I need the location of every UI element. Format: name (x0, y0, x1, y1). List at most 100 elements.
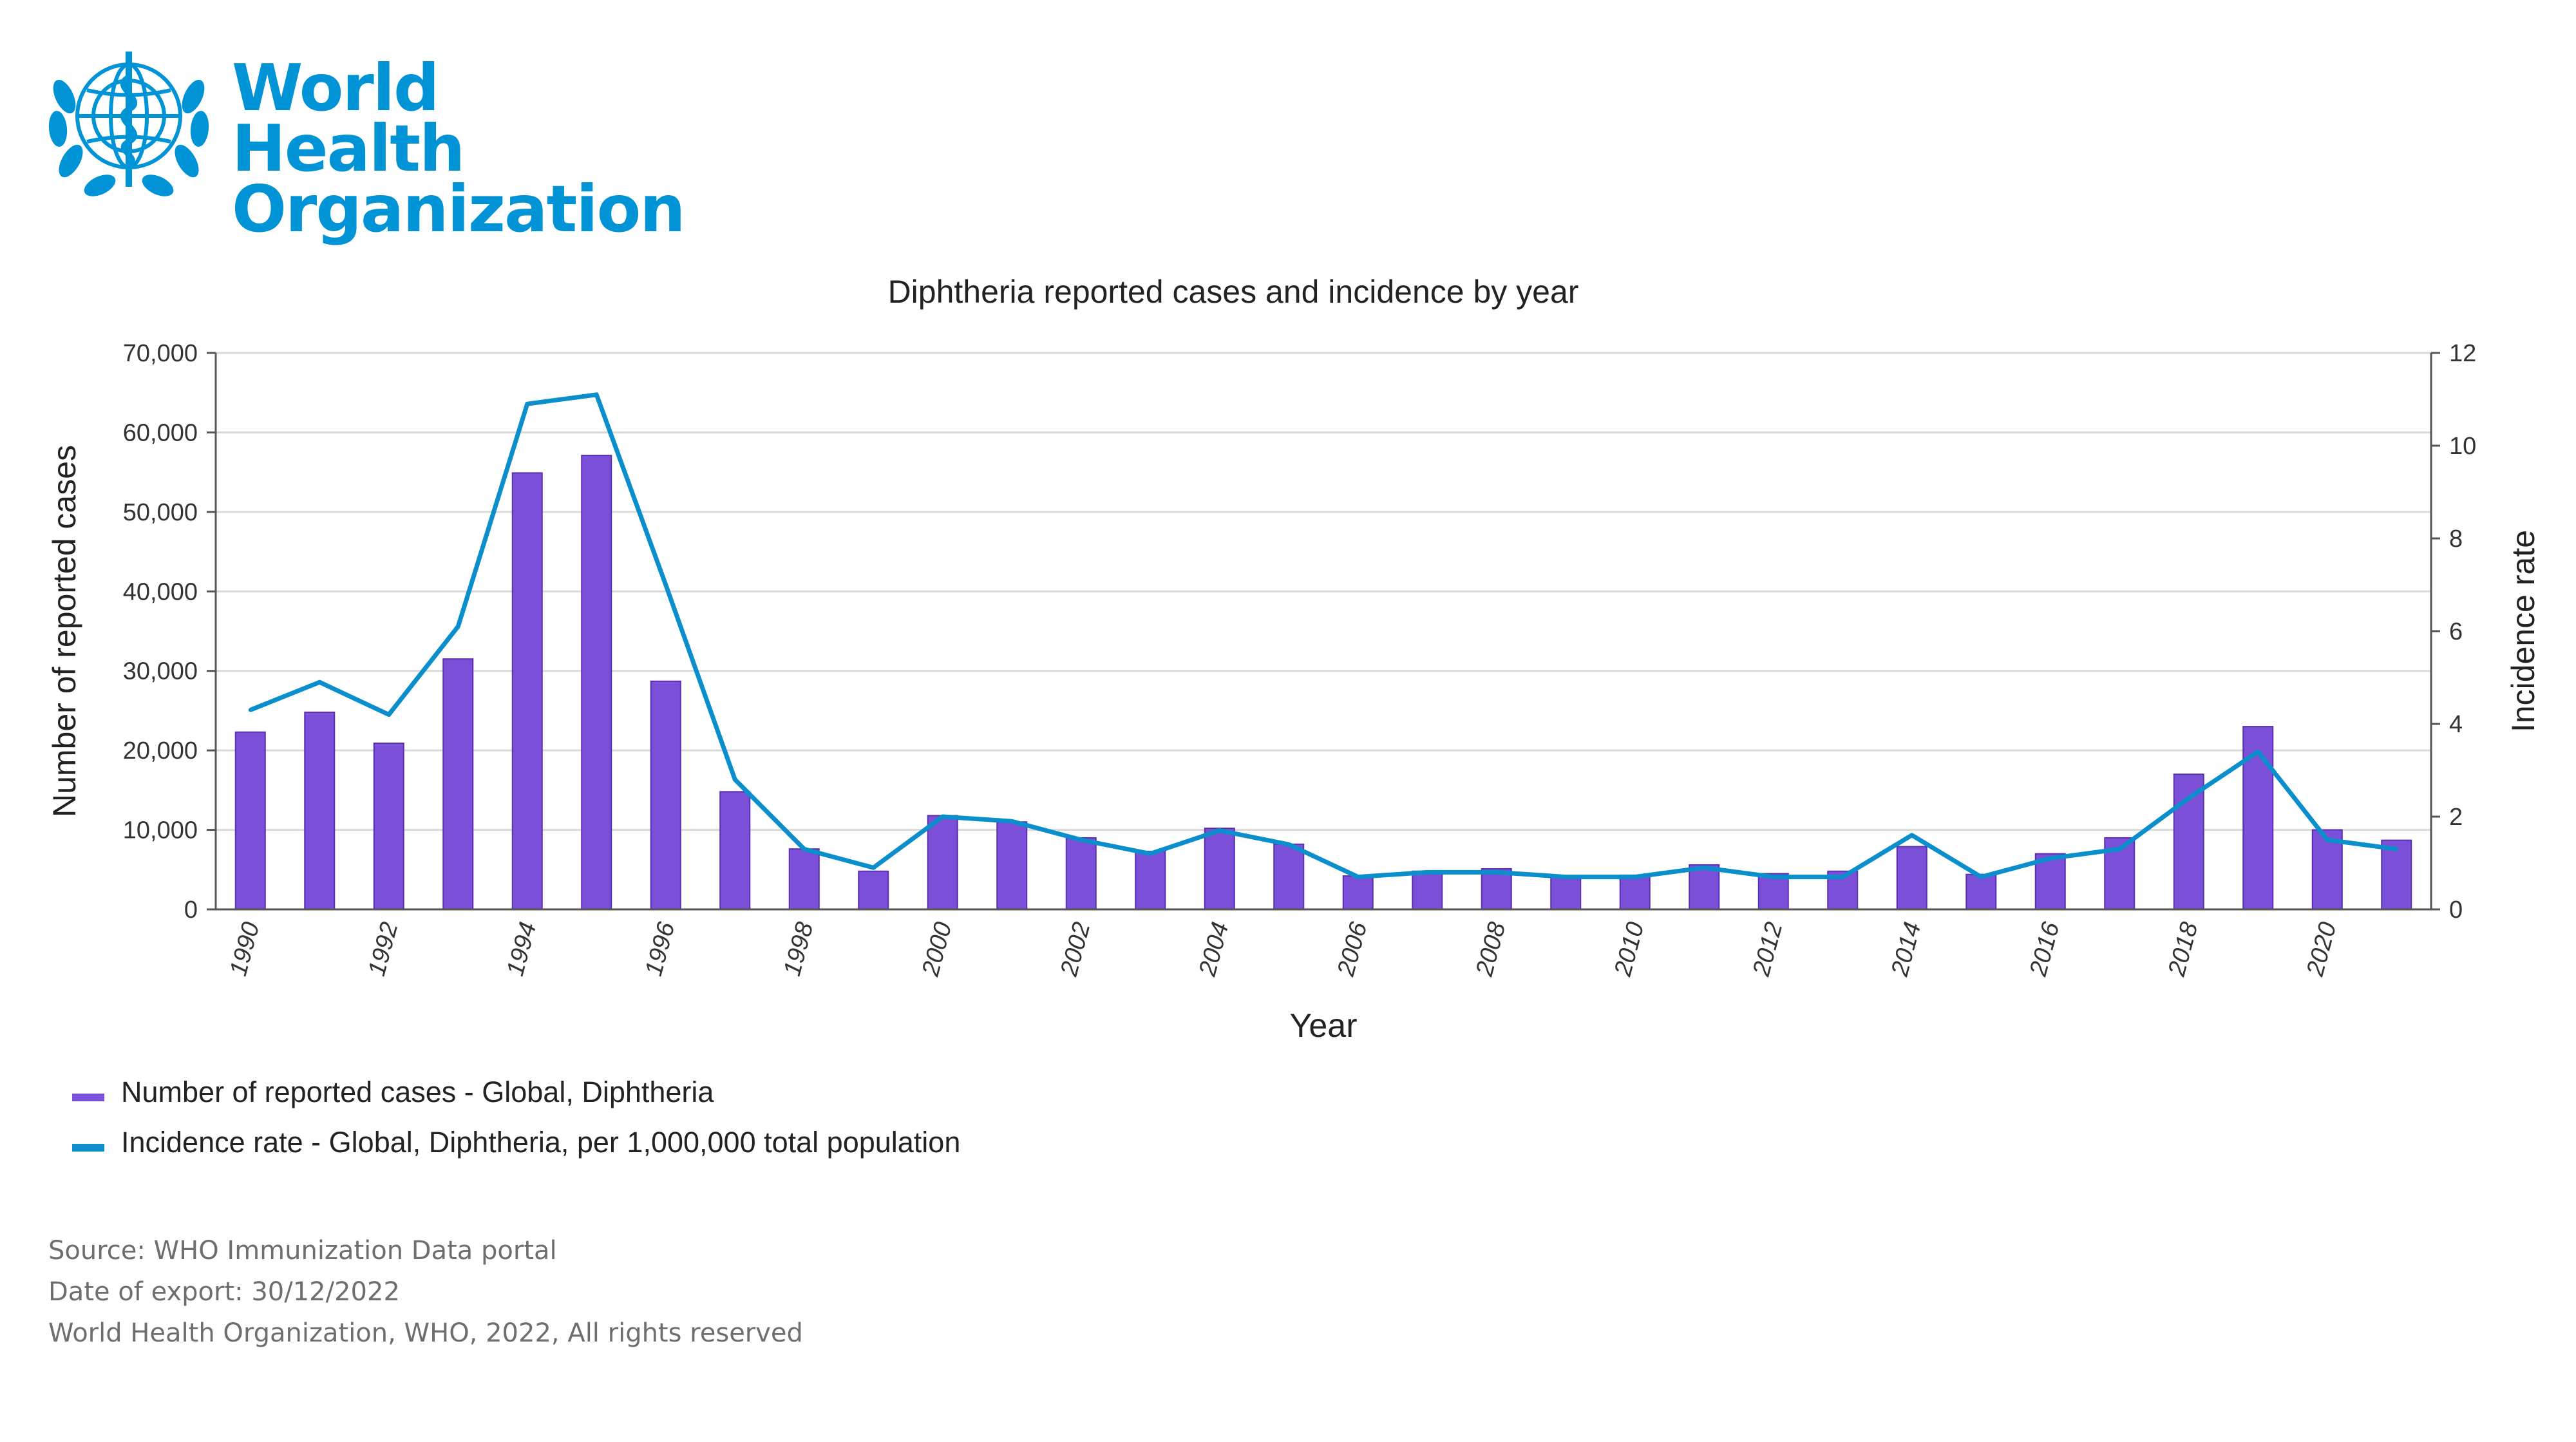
organization-name: World Health Organization (232, 50, 686, 247)
bar-2015[interactable] (1965, 873, 1997, 910)
line-series (248, 392, 2399, 880)
bar-2002[interactable] (1065, 837, 1097, 911)
incidence-point-2015[interactable] (1979, 875, 1984, 879)
incidence-point-2016[interactable] (2048, 856, 2052, 860)
organization-name-line1: World Health (232, 50, 465, 186)
incidence-point-2006[interactable] (1356, 875, 1360, 879)
x-tick-label: 2004 (1194, 919, 1235, 980)
bar-2007[interactable] (1412, 870, 1443, 910)
bar-2011[interactable] (1689, 864, 1720, 911)
y-axis-label: Number of reported cases (46, 445, 82, 817)
bar-1996[interactable] (650, 680, 681, 910)
incidence-point-2014[interactable] (1909, 833, 1914, 837)
export-date-text: Date of export: 30/12/2022 (48, 1277, 400, 1307)
x-tick-label: 2020 (2302, 919, 2342, 980)
x-tick-label: 1994 (502, 919, 542, 979)
incidence-point-1998[interactable] (802, 847, 806, 851)
incidence-point-2007[interactable] (1425, 870, 1430, 875)
bar-2014[interactable] (1896, 846, 1927, 911)
bar-2005[interactable] (1273, 843, 1305, 910)
y2-tick-label: 6 (2449, 618, 2463, 645)
y-tick-label: 60,000 (123, 419, 198, 446)
y2-tick-label: 0 (2449, 897, 2463, 924)
incidence-point-1993[interactable] (456, 624, 460, 629)
bar-2009[interactable] (1550, 876, 1582, 910)
bar-2010[interactable] (1619, 874, 1651, 910)
bar-2021[interactable] (2381, 839, 2412, 911)
organization-name-line2: Organization (232, 171, 686, 247)
x-tick-label: 2012 (1748, 919, 1788, 980)
who-emblem-icon (48, 52, 209, 196)
legend-label-cases: Number of reported cases - Global, Dipht… (121, 1076, 714, 1108)
bar-2004[interactable] (1204, 828, 1235, 911)
incidence-point-2000[interactable] (940, 815, 945, 819)
incidence-point-2005[interactable] (1287, 842, 1291, 847)
incidence-point-1995[interactable] (594, 392, 599, 397)
bar-2000[interactable] (927, 815, 958, 910)
incidence-point-1994[interactable] (525, 402, 529, 406)
bar-2001[interactable] (996, 821, 1028, 910)
bar-2003[interactable] (1135, 850, 1166, 910)
who-logo: World Health Organization (39, 39, 686, 242)
x-tick-label: 2016 (2025, 919, 2065, 980)
incidence-point-1990[interactable] (248, 708, 252, 712)
bar-2018[interactable] (2173, 773, 2204, 910)
x-tick-label: 2014 (1886, 919, 1927, 980)
chart-title: Diphtheria reported cases and incidence … (888, 274, 1579, 310)
incidence-point-2012[interactable] (1771, 875, 1776, 879)
bar-1990[interactable] (234, 731, 266, 910)
incidence-point-2001[interactable] (1010, 819, 1014, 824)
incidence-point-2020[interactable] (2325, 838, 2329, 842)
x-tick-label: 2018 (2163, 919, 2204, 980)
legend-swatch-incidence (72, 1144, 104, 1152)
incidence-point-2013[interactable] (1841, 875, 1845, 879)
incidence-point-2017[interactable] (2117, 847, 2122, 851)
y-tick-label: 10,000 (123, 817, 198, 844)
gridlines (216, 352, 2431, 831)
incidence-point-2018[interactable] (2186, 796, 2191, 801)
incidence-rate-line[interactable] (249, 392, 2397, 880)
bar-2012[interactable] (1757, 873, 1789, 911)
bar-2016[interactable] (2034, 853, 2066, 910)
incidence-point-2021[interactable] (2394, 847, 2399, 851)
incidence-point-2019[interactable] (2256, 750, 2260, 754)
bar-series (234, 455, 2412, 911)
incidence-point-2008[interactable] (1494, 870, 1499, 875)
bar-1994[interactable] (511, 472, 543, 910)
bar-1995[interactable] (581, 455, 612, 910)
bar-1998[interactable] (788, 848, 820, 911)
incidence-point-2011[interactable] (1702, 866, 1707, 870)
y2-tick-label: 2 (2449, 804, 2463, 831)
incidence-point-2009[interactable] (1564, 875, 1568, 879)
x-tick-label: 1996 (640, 919, 681, 979)
rights-text: World Health Organization, WHO, 2022, Al… (48, 1318, 803, 1348)
legend-swatch-cases (72, 1094, 104, 1101)
bar-2006[interactable] (1342, 875, 1374, 911)
bar-1991[interactable] (304, 711, 336, 910)
y-tick-label: 30,000 (123, 658, 198, 685)
source-text: Source: WHO Immunization Data portal (48, 1236, 557, 1266)
incidence-point-2004[interactable] (1217, 828, 1222, 833)
incidence-point-1997[interactable] (733, 777, 737, 782)
incidence-point-2010[interactable] (1633, 875, 1637, 879)
bar-1999[interactable] (858, 870, 889, 910)
bar-2008[interactable] (1481, 868, 1512, 910)
incidence-point-1992[interactable] (386, 712, 391, 717)
y-tick-label: 20,000 (123, 737, 198, 764)
y2-tick-label: 4 (2449, 711, 2463, 738)
incidence-point-1999[interactable] (871, 866, 876, 870)
incidence-point-2002[interactable] (1079, 838, 1083, 842)
x-tick-label: 2008 (1471, 919, 1511, 980)
x-tick-label: 1990 (225, 919, 265, 979)
incidence-point-1996[interactable] (663, 583, 668, 587)
bar-1992[interactable] (373, 743, 404, 911)
x-tick-label: 2006 (1332, 919, 1373, 980)
x-tick-label: 2010 (1609, 919, 1650, 980)
y2-axis-label: Incidence rate (2505, 530, 2541, 732)
bar-1997[interactable] (719, 791, 751, 910)
x-tick-label: 2002 (1056, 919, 1096, 980)
bar-1993[interactable] (442, 658, 474, 910)
incidence-point-2003[interactable] (1148, 851, 1153, 856)
y-tick-label: 50,000 (123, 499, 198, 526)
incidence-point-1991[interactable] (317, 680, 322, 685)
